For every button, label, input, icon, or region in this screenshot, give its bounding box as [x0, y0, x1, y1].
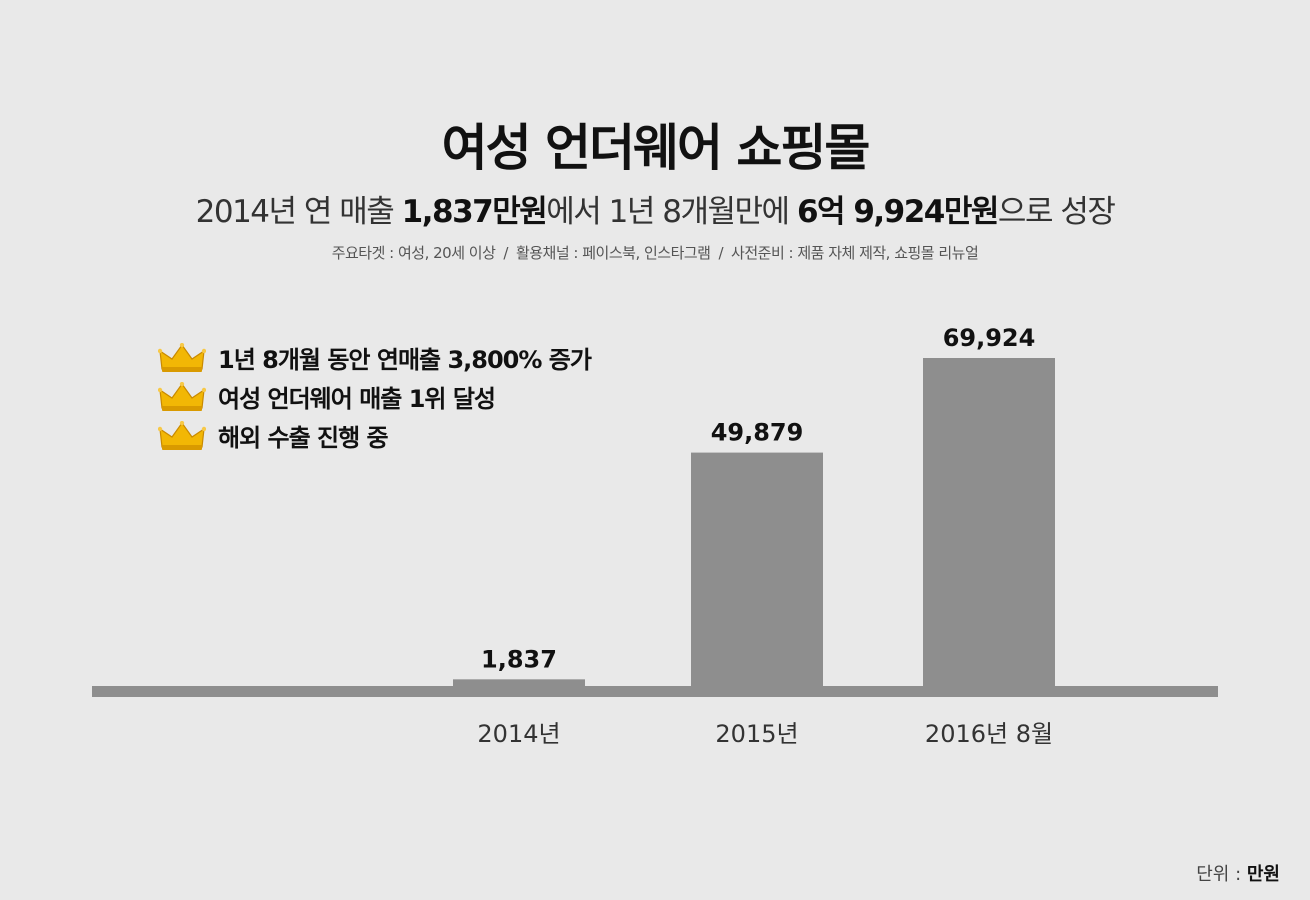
subtitle-part-1: 2014년 연 매출: [195, 194, 402, 230]
subtitle-bold-1: 1,837만원: [401, 194, 548, 230]
highlight-list: 1년 8개월 동안 연매출 3,800% 증가 여성 언더웨어 매출 1위 달성…: [158, 338, 592, 455]
category-label: 2016년 8월: [925, 720, 1053, 748]
info-target: 주요타겟 : 여성, 20세 이상: [331, 244, 496, 262]
info-prep: 사전준비 : 제품 자체 제작, 쇼핑몰 리뉴얼: [731, 244, 979, 262]
bar-group: 1,837 2014년 49,879 2015년 69,924 2016년 8월: [453, 324, 1055, 748]
highlight-text: 1년 8개월 동안 연매출 3,800% 증가: [218, 346, 592, 374]
page-title: 여성 언더웨어 쇼핑몰: [441, 119, 871, 177]
highlight-item: 1년 8개월 동안 연매출 3,800% 증가: [158, 338, 592, 377]
unit-note: 단위 : 만원: [1196, 860, 1280, 886]
unit-label: 단위 :: [1196, 864, 1247, 885]
highlight-text: 여성 언더웨어 매출 1위 달성: [218, 385, 496, 413]
chart-baseline: [92, 686, 1218, 697]
unit-value: 만원: [1246, 864, 1280, 885]
bar-value-label: 49,879: [711, 419, 804, 447]
info-separator: /: [718, 244, 724, 262]
bar-1: [453, 679, 585, 688]
bar-2: [691, 452, 823, 688]
category-label: 2014년: [477, 720, 560, 748]
crown-icon: [158, 420, 206, 450]
bar-value-label: 69,924: [943, 324, 1036, 352]
info-channel: 활용채널 : 페이스북, 인스타그램: [515, 244, 711, 262]
bar-value-label: 1,837: [481, 645, 557, 673]
info-separator: /: [503, 244, 508, 262]
info-line: 주요타겟 : 여성, 20세 이상 / 활용채널 : 페이스북, 인스타그램 / 사전준…: [0, 242, 1310, 263]
highlight-item: 여성 언더웨어 매출 1위 달성: [158, 377, 591, 416]
highlight-item: 해외 수출 진행 중: [158, 416, 591, 455]
highlight-text: 해외 수출 진행 중: [218, 424, 389, 452]
bar-3: [923, 358, 1055, 688]
subtitle-bold-2: 6억 9,924만원: [796, 194, 999, 230]
crown-icon: [158, 381, 206, 411]
subtitle-part-3: 으로 성장: [997, 194, 1116, 230]
category-label: 2015년: [715, 720, 798, 748]
subtitle-part-2: 에서 1년 8개월만에: [546, 194, 797, 230]
crown-icon: [158, 342, 206, 372]
subtitle: 2014년 연 매출 1,837만원에서 1년 8개월만에 6억 9,924만원…: [0, 186, 1310, 231]
